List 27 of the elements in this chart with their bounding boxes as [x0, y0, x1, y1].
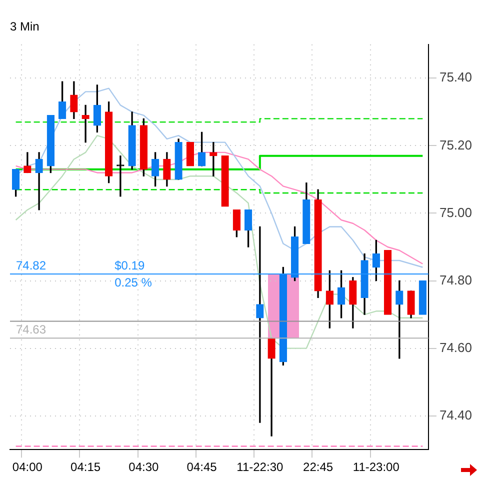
chart-title: 3 Min [10, 20, 40, 34]
ref-line-label: 74.63 [16, 322, 46, 336]
annotation: $0.19 [114, 258, 145, 272]
candlestick [384, 250, 392, 315]
y-tick-label: 75.20 [439, 137, 472, 152]
x-tick-label: 11-22:30 [236, 460, 284, 474]
annotation: 0.25 % [114, 275, 152, 290]
candlestick [35, 152, 43, 210]
ref-line-label: 74.82 [16, 258, 46, 272]
y-tick-label: 74.40 [439, 407, 472, 422]
candlestick [186, 142, 194, 166]
x-tick-label: 22:45 [303, 460, 334, 474]
candlestick [221, 156, 229, 207]
y-tick-label: 74.80 [439, 272, 472, 288]
candlestick [268, 338, 276, 436]
y-tick-label: 75.00 [439, 204, 472, 220]
candlestick [418, 280, 426, 315]
x-tick-label: 11-23:00 [352, 460, 400, 474]
candlestick [210, 142, 218, 176]
candlestick [116, 156, 124, 197]
y-tick-label: 75.40 [439, 70, 472, 85]
x-tick-label: 04:15 [70, 460, 101, 474]
candlestick [82, 104, 90, 143]
y-tick-label: 74.60 [439, 340, 472, 355]
x-tick-label: 04:30 [128, 460, 160, 474]
x-tick-label: 04:00 [12, 460, 43, 474]
x-tick-label: 04:45 [186, 460, 218, 474]
